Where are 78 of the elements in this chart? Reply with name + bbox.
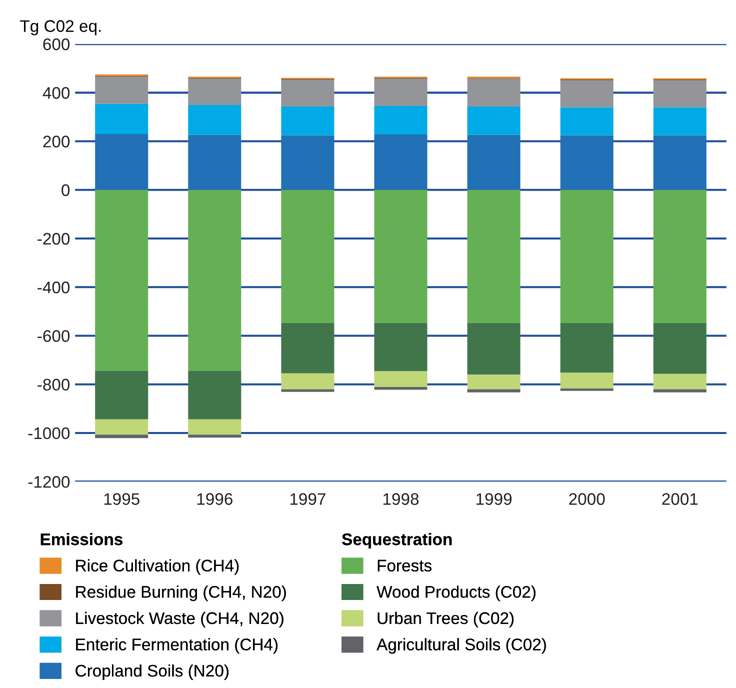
x-tick-label: 1999 (476, 493, 512, 505)
bar (374, 190, 428, 323)
legend-label: Enteric Fermentation (CH4) (76, 638, 278, 654)
bar (188, 419, 242, 435)
bar (467, 134, 520, 190)
bar (281, 190, 334, 323)
bar (95, 419, 148, 435)
bar (95, 104, 148, 134)
bar (560, 107, 614, 136)
bar (560, 322, 614, 373)
legend-label: Cropland Soils (N20) (76, 664, 228, 680)
bar (95, 434, 148, 438)
bar (560, 388, 614, 391)
bar (467, 322, 520, 375)
bar (467, 190, 520, 323)
y-tick-label: 400 (42, 87, 70, 99)
bar (95, 370, 148, 420)
y-tick-label: -1000 (28, 427, 70, 440)
y-tick-label: -800 (38, 378, 70, 391)
y-tick-label: -400 (38, 282, 70, 294)
bar (95, 76, 148, 104)
bar (188, 105, 242, 135)
bar (653, 80, 706, 108)
bar (374, 106, 428, 134)
bar (188, 190, 242, 371)
legend-label: Wood Products (C02) (376, 586, 536, 602)
bar (653, 190, 706, 323)
bar (560, 135, 614, 190)
y-tick-label: -200 (38, 232, 70, 245)
bar (281, 322, 334, 374)
bar (467, 78, 520, 107)
bar (653, 135, 706, 190)
legend-label: Livestock Waste (CH4, N20) (76, 612, 284, 628)
y-tick-label: 600 (43, 38, 70, 50)
bar (560, 372, 614, 388)
bar (653, 374, 706, 390)
text: Sequestration (342, 532, 452, 549)
x-tick-label: 1997 (290, 493, 326, 505)
x-tick-label: 2000 (569, 493, 605, 505)
bar (374, 78, 428, 106)
x-tick-label: 1998 (383, 493, 419, 505)
y-axis-title: Tg C02 eq. (20, 20, 101, 36)
bar (188, 78, 242, 106)
bar (281, 80, 334, 107)
legend-label: Agricultural Soils (C02) (376, 638, 546, 654)
bar (374, 371, 428, 388)
bar (95, 190, 148, 371)
bar (653, 389, 706, 392)
x-tick-label: 1995 (104, 493, 140, 505)
bar (653, 322, 706, 374)
legend-label: Rice Cultivation (CH4) (76, 559, 239, 575)
text: Emissions (40, 532, 122, 546)
bar (653, 107, 706, 136)
x-tick-label: 2001 (662, 493, 698, 505)
bar (560, 80, 614, 108)
bar (281, 373, 334, 390)
bar (281, 135, 334, 190)
x-tick-label: 1996 (197, 493, 232, 505)
legend-label: Forests (378, 560, 432, 572)
bar (467, 374, 520, 390)
bar (374, 134, 428, 190)
bar (374, 387, 428, 390)
legend-label: Residue Burning (CH4, N20) (76, 586, 286, 602)
y-tick-label: 0 (62, 184, 70, 196)
y-tick-label: -1200 (28, 476, 70, 488)
bar (560, 190, 614, 323)
bar (374, 322, 428, 372)
bar (281, 106, 334, 136)
y-tick-label: -600 (38, 330, 70, 342)
bar (467, 106, 520, 135)
y-tick-label: 200 (43, 136, 70, 148)
bar (281, 389, 334, 392)
bar (188, 134, 242, 190)
bar (95, 134, 148, 190)
legend-label: Urban Trees (C02) (378, 612, 514, 628)
bar (467, 389, 520, 392)
bar (188, 370, 242, 420)
bar (188, 434, 242, 438)
